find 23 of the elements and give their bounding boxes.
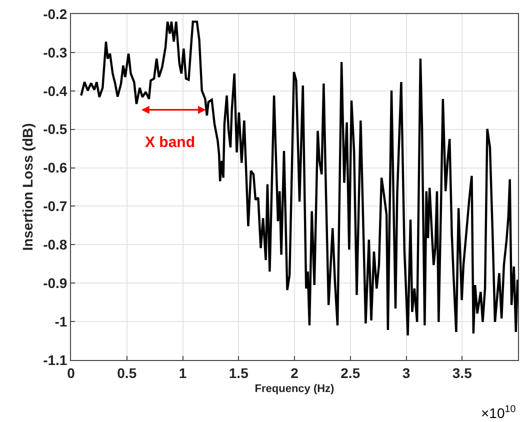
x-tick-label: 3.5 <box>452 364 472 381</box>
y-axis-title: Insertion Loss (dB) <box>20 123 36 251</box>
y-tick-label: -0.7 <box>43 198 68 214</box>
y-tick-label: -0.3 <box>43 44 68 60</box>
x-tick-label: 1 <box>178 364 187 381</box>
text: ×10$^{10}$ <box>481 404 516 421</box>
y-tick-label: -0.5 <box>43 121 68 138</box>
line-series <box>80 20 518 336</box>
y-tick-label: -1.1 <box>43 352 68 368</box>
y-tick-label: -0.8 <box>43 236 68 253</box>
x-tick-label: 0 <box>67 364 76 381</box>
y-tick-label: -1 <box>54 313 68 330</box>
y-tick-label: -0.9 <box>43 275 68 292</box>
x-axis-title: Frequency (Hz) <box>254 383 335 395</box>
y-tick-label: -0.4 <box>43 82 68 99</box>
y-tick-label: -0.2 <box>43 6 68 22</box>
x-tick-label: 0.5 <box>117 364 137 381</box>
annotation: X band <box>145 134 196 151</box>
y-tick-label: -0.6 <box>43 160 68 176</box>
x-tick-label: 2 <box>290 364 299 381</box>
x-tick-label: 2.5 <box>340 364 360 381</box>
x-tick-label: 1.5 <box>228 364 249 381</box>
x-tick-label: 3 <box>402 364 410 381</box>
